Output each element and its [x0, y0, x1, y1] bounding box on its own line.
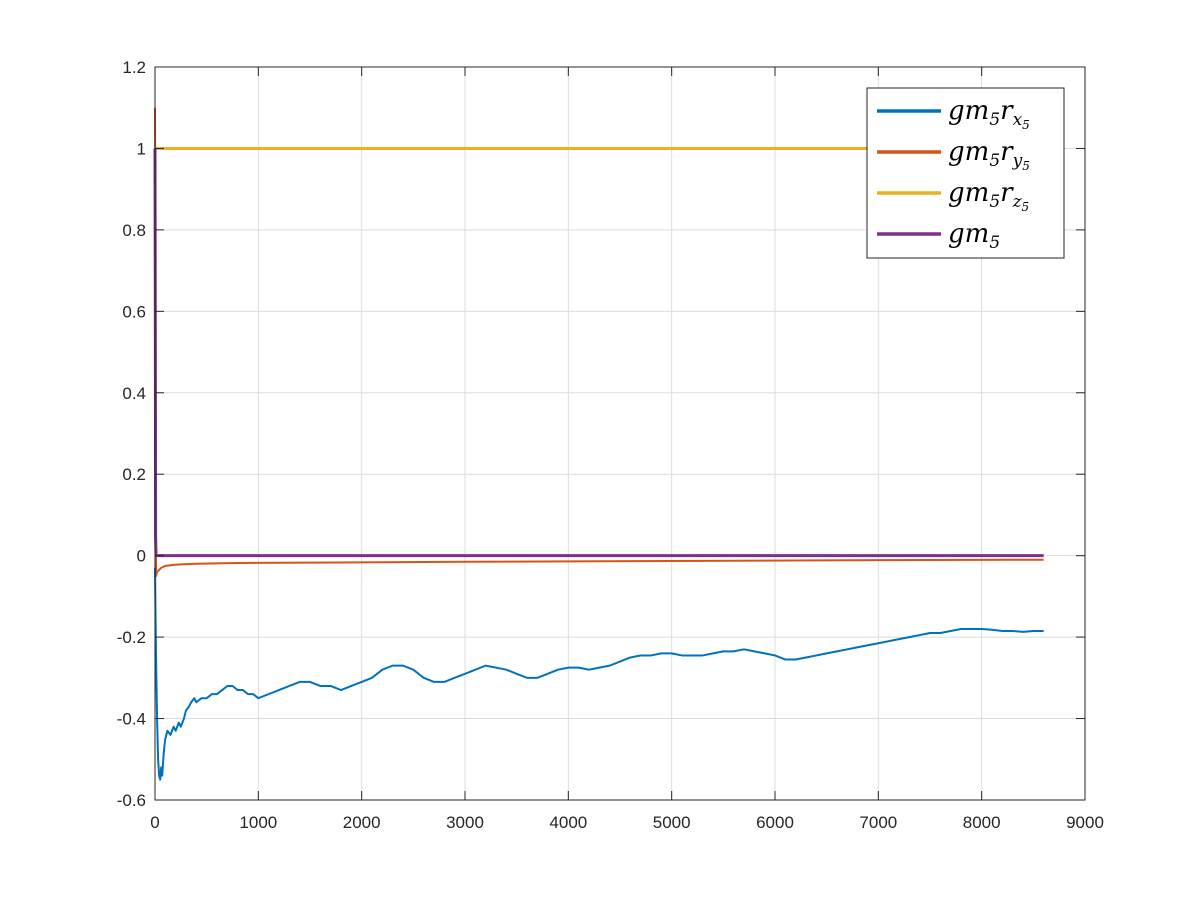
x-tick-label: 2000 — [343, 813, 381, 832]
y-tick-label: 0 — [137, 547, 146, 566]
legend-text-part: 5 — [989, 110, 1000, 130]
y-tick-label: 1 — [137, 139, 146, 158]
x-tick-label: 6000 — [756, 813, 794, 832]
x-tick-label: 3000 — [446, 813, 484, 832]
axis-ticks — [154, 66, 1086, 801]
legend-text-part: gm — [948, 96, 989, 126]
x-tick-label: 5000 — [653, 813, 691, 832]
y-tick-label: 0.4 — [122, 384, 146, 403]
legend-text-part: x — [1013, 110, 1023, 130]
series-line-gm5rx5 — [154, 567, 1044, 781]
y-tick-label: -0.6 — [117, 791, 146, 810]
y-tick-label: 0.6 — [122, 302, 146, 321]
legend-text-part: 5 — [989, 192, 1000, 212]
x-tick-label: 9000 — [1066, 813, 1104, 832]
legend-text-part: gm — [948, 219, 989, 249]
legend-text-part: gm — [948, 137, 989, 167]
legend-text-part: 5 — [1022, 200, 1030, 214]
y-tick-label: -0.2 — [117, 628, 146, 647]
legend-label-gm5: gm5 — [948, 219, 1000, 253]
legend-label-gm5rz5: gm5rz5 — [948, 178, 1029, 214]
series-line-gm5ry5 — [154, 107, 1044, 578]
x-axis-tick-labels: 0 1000 2000 3000 4000 5000 6000 7000 8000 9000 — [150, 813, 1104, 832]
legend-text-part: 5 — [1022, 118, 1030, 132]
legend-box — [866, 87, 1065, 259]
x-tick-label: 0 — [150, 813, 159, 832]
plot-area-box — [154, 66, 1086, 801]
legend-label-gm5ry5: gm5ry5 — [948, 137, 1030, 173]
y-tick-label: -0.4 — [117, 710, 146, 729]
legend-text-part: y — [1012, 151, 1023, 171]
y-tick-label: 0.2 — [122, 465, 146, 484]
x-tick-label: 7000 — [859, 813, 897, 832]
x-tick-label: 1000 — [239, 813, 277, 832]
legend-text-part: gm — [948, 178, 989, 208]
legend-text-part: 5 — [1022, 159, 1030, 173]
x-tick-label: 8000 — [963, 813, 1001, 832]
legend-text-part: r — [1000, 178, 1014, 208]
legend-label-gm5rx5: gm5rx5 — [948, 96, 1030, 132]
y-tick-label: 1.2 — [122, 58, 146, 77]
y-tick-label: 0.8 — [122, 221, 146, 240]
legend-text-part: 5 — [989, 151, 1000, 171]
legend-text-part: r — [1000, 96, 1014, 126]
legend-text-part: z — [1012, 192, 1023, 212]
legend-text-part: r — [1000, 137, 1014, 167]
x-tick-label: 4000 — [549, 813, 587, 832]
legend-text-part: 5 — [989, 233, 1000, 253]
y-axis-tick-labels: -0.6 -0.4 -0.2 0 0.2 0.4 0.6 0.8 1 1.2 — [117, 58, 146, 810]
